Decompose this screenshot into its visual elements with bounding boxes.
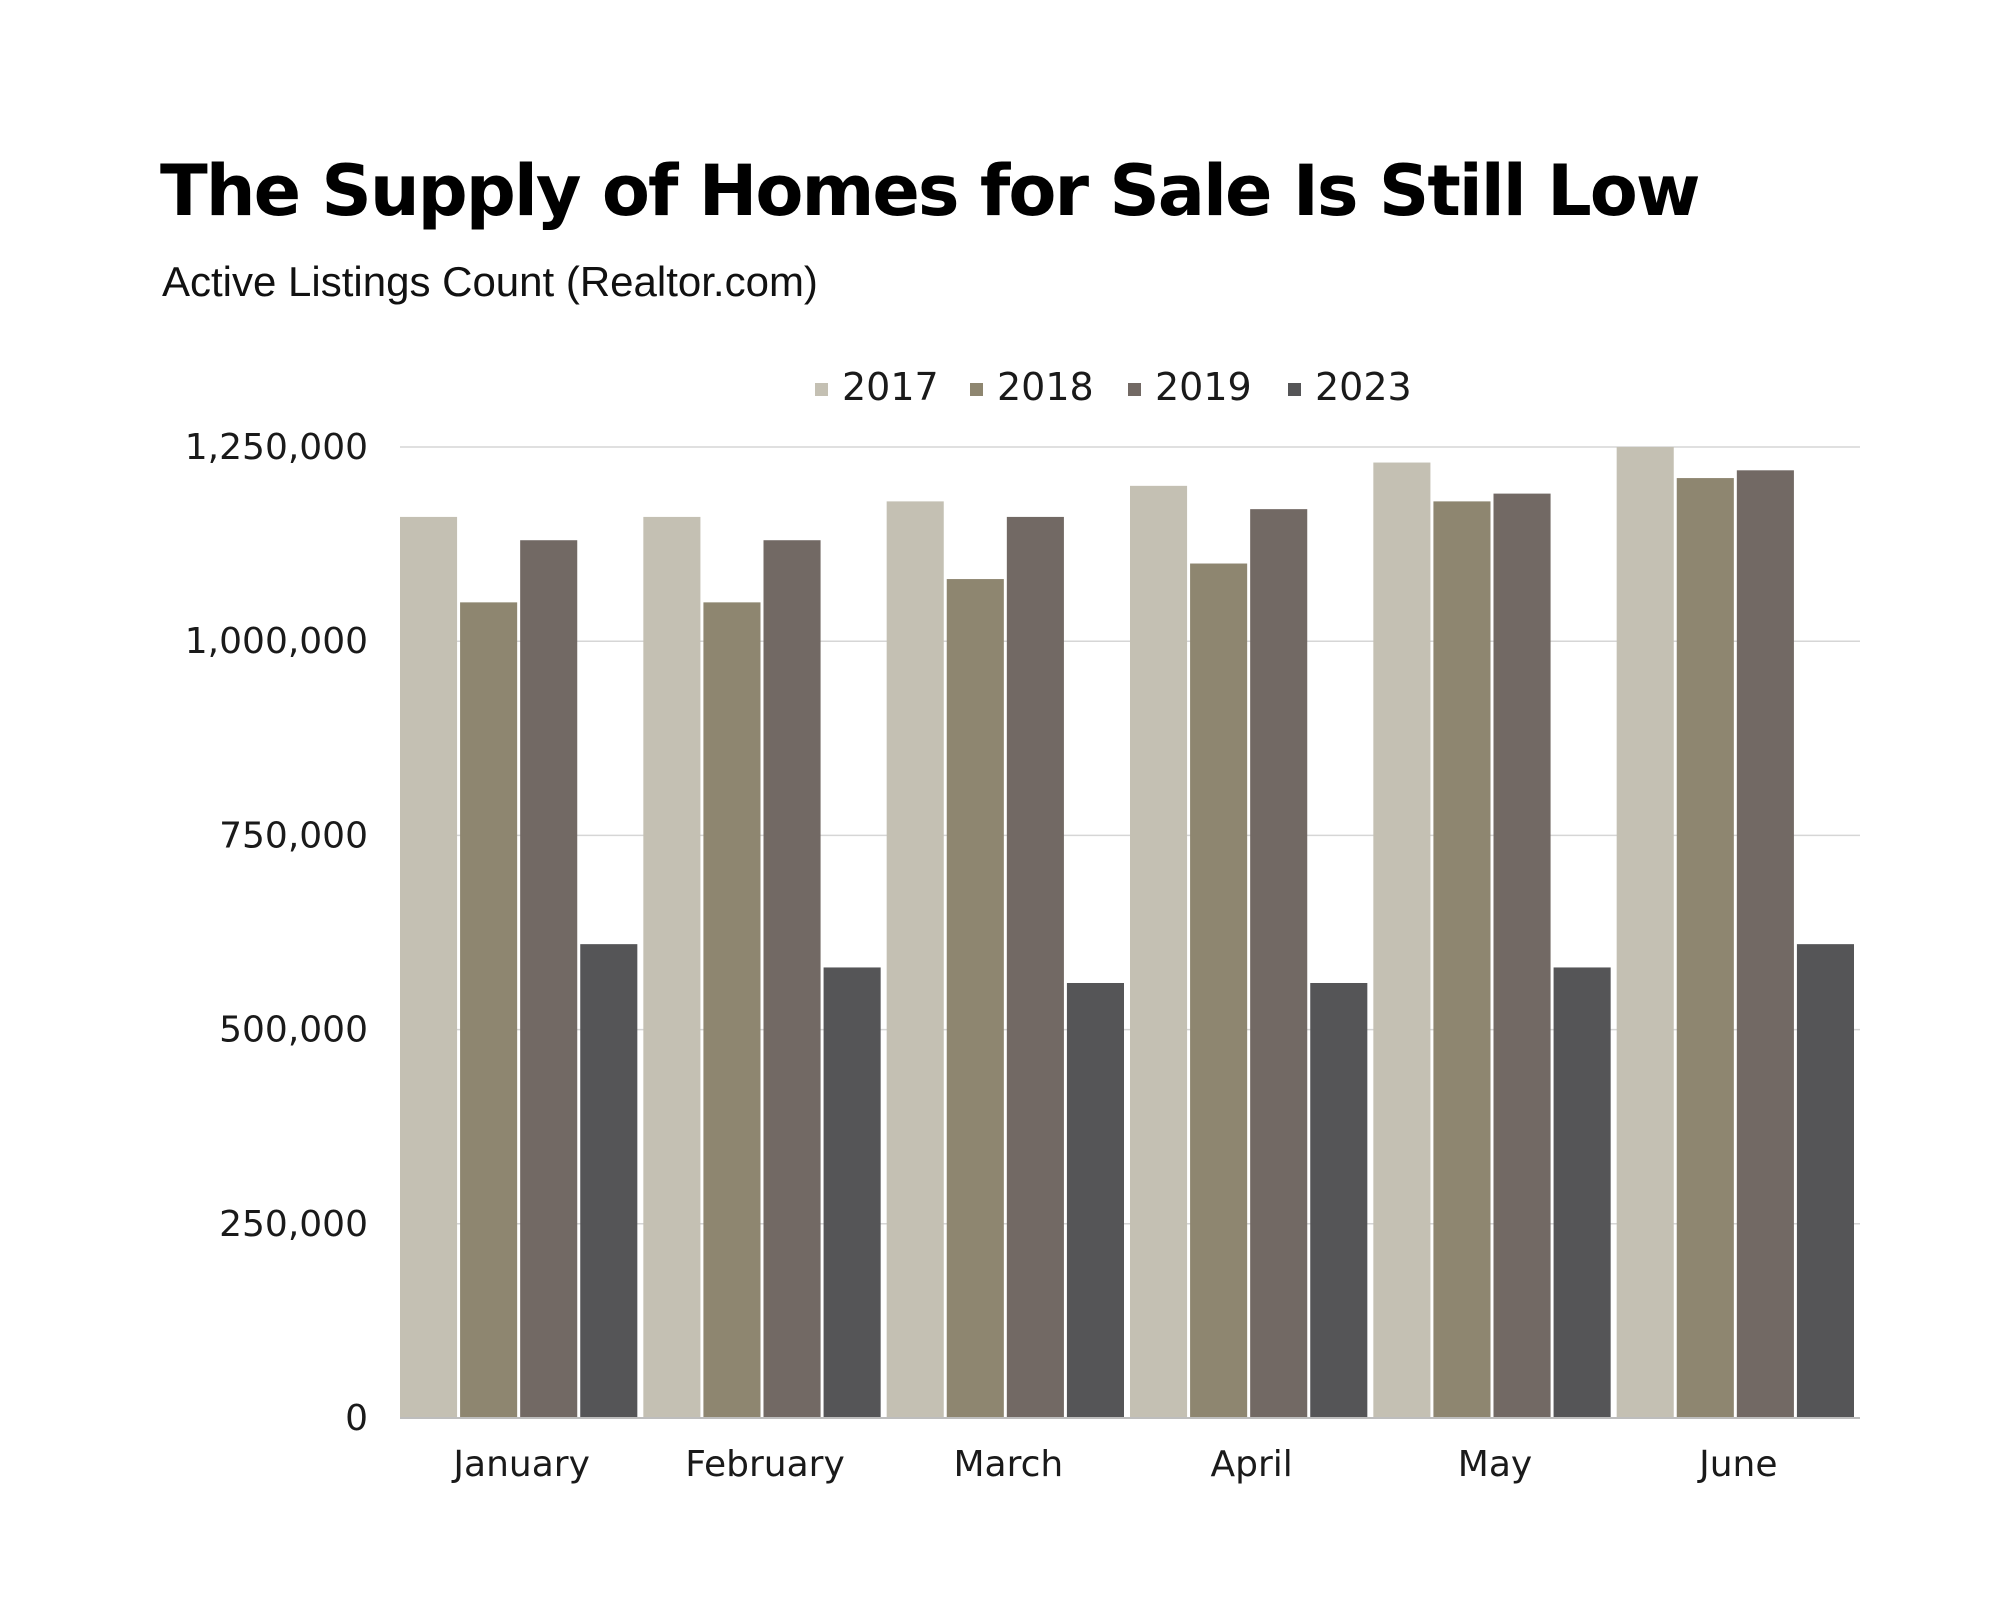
bar-2017-january bbox=[400, 516, 458, 1418]
bar-2019-january bbox=[520, 540, 578, 1418]
x-tick-label: February bbox=[685, 1444, 845, 1485]
bar-2023-april bbox=[1310, 982, 1368, 1418]
bar-2018-june bbox=[1676, 478, 1734, 1418]
bar-2023-march bbox=[1066, 982, 1124, 1418]
bar-2018-april bbox=[1190, 563, 1248, 1418]
bar-2019-february bbox=[763, 540, 821, 1418]
y-tick-label: 750,000 bbox=[219, 815, 368, 856]
y-tick-label: 1,000,000 bbox=[185, 621, 368, 662]
legend-swatch-2017 bbox=[815, 383, 828, 396]
page-subtitle: Active Listings Count (Realtor.com) bbox=[162, 258, 818, 305]
bar-2017-june bbox=[1616, 447, 1674, 1418]
bar-2019-march bbox=[1006, 516, 1064, 1418]
bar-2019-april bbox=[1250, 509, 1308, 1418]
bar-2023-june bbox=[1796, 944, 1854, 1418]
y-tick-label: 250,000 bbox=[219, 1204, 368, 1245]
legend-label-2019: 2019 bbox=[1155, 365, 1252, 409]
legend-swatch-2019 bbox=[1128, 383, 1141, 396]
bar-2018-may bbox=[1433, 501, 1491, 1419]
bar-2017-march bbox=[886, 501, 944, 1419]
bar-2019-may bbox=[1493, 493, 1551, 1418]
x-tick-label: May bbox=[1458, 1444, 1532, 1485]
y-tick-label: 500,000 bbox=[219, 1010, 368, 1051]
axes: 0 250,000 500,000 750,000 1,000,000 1,250,000… bbox=[185, 427, 1860, 1485]
legend-swatch-2023 bbox=[1288, 383, 1301, 396]
bar-2023-january bbox=[580, 944, 638, 1418]
legend-label-2017: 2017 bbox=[842, 365, 939, 409]
x-tick-label: April bbox=[1211, 1444, 1293, 1485]
y-tick-label: 0 bbox=[345, 1398, 368, 1439]
bar-2018-february bbox=[703, 602, 761, 1418]
bars bbox=[400, 447, 1854, 1419]
y-tick-label: 1,250,000 bbox=[185, 427, 368, 468]
bar-2017-may bbox=[1373, 462, 1431, 1418]
bar-2018-march bbox=[946, 579, 1004, 1418]
bar-2017-february bbox=[643, 516, 701, 1418]
page-title: The Supply of Homes for Sale Is Still Lo… bbox=[160, 150, 1701, 232]
bar-2018-january bbox=[460, 602, 518, 1418]
x-tick-label: March bbox=[953, 1444, 1063, 1485]
bar-2023-may bbox=[1553, 967, 1611, 1418]
bar-2019-june bbox=[1736, 470, 1794, 1419]
legend-swatch-2018 bbox=[970, 383, 983, 396]
legend: 2017 2018 2019 2023 bbox=[815, 365, 1412, 409]
bar-2017-april bbox=[1130, 485, 1188, 1419]
legend-label-2018: 2018 bbox=[997, 365, 1094, 409]
x-tick-label: January bbox=[451, 1444, 589, 1485]
legend-label-2023: 2023 bbox=[1315, 365, 1412, 409]
x-tick-label: June bbox=[1697, 1444, 1777, 1485]
bar-2023-february bbox=[823, 967, 881, 1418]
